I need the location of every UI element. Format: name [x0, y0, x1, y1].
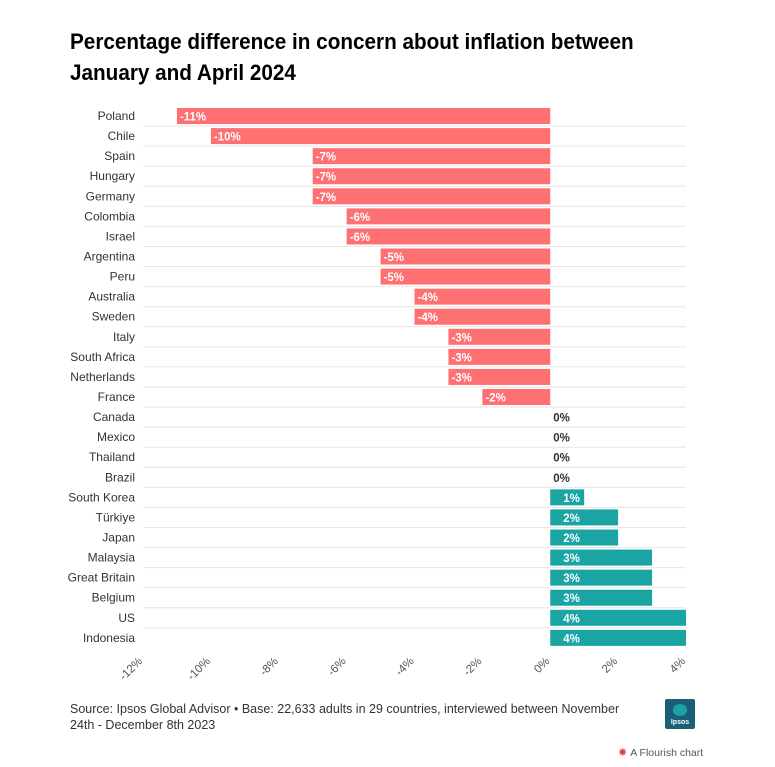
bar	[550, 549, 653, 566]
category-label: Brazil	[105, 470, 135, 484]
x-tick-label: -12%	[118, 656, 145, 683]
data-label: -3%	[451, 332, 471, 344]
bar	[346, 208, 551, 225]
data-label: -7%	[316, 192, 336, 204]
category-label: Belgium	[92, 591, 135, 605]
bar	[482, 389, 551, 406]
x-tick-label: -8%	[258, 656, 281, 679]
data-label: 3%	[563, 553, 580, 565]
category-label: Italy	[113, 330, 135, 344]
bar	[380, 248, 551, 265]
category-label: Türkiye	[96, 510, 136, 524]
category-label: Argentina	[84, 250, 136, 264]
chart-title: Percentage difference in concern about i…	[70, 29, 634, 85]
ipsos-logo-mark	[673, 704, 687, 716]
bar	[210, 128, 551, 145]
bar	[448, 368, 551, 385]
bar	[550, 529, 619, 546]
logo-text: Ipsos	[670, 719, 690, 726]
category-label: Indonesia	[83, 631, 135, 645]
category-label: Poland	[98, 109, 135, 123]
category-label: Canada	[93, 410, 135, 424]
category-label: Malaysia	[88, 551, 136, 565]
data-label: 3%	[563, 593, 580, 605]
x-tick-label: -4%	[394, 656, 417, 679]
category-label: Israel	[106, 229, 135, 243]
bar	[176, 108, 551, 125]
bar	[312, 188, 551, 205]
category-label: Great Britain	[68, 571, 135, 585]
flourish-label: A Flourish chart	[630, 747, 704, 759]
bar-chart: Poland -11% Chile -10% Spain -7% Hungary -7% Ger…	[68, 108, 688, 683]
x-tick-label: -6%	[326, 656, 349, 679]
data-label: 2%	[563, 513, 580, 525]
data-label: 4%	[563, 613, 580, 625]
category-label: Chile	[108, 129, 136, 143]
category-label: Netherlands	[70, 370, 135, 384]
data-label: -10%	[214, 132, 241, 144]
category-label: Spain	[104, 149, 135, 163]
category-label: Mexico	[97, 430, 135, 444]
data-label: -2%	[485, 393, 505, 405]
category-label: Colombia	[84, 209, 135, 223]
data-label: -7%	[316, 152, 336, 164]
bar	[414, 308, 551, 325]
bar	[550, 609, 686, 626]
bar	[312, 168, 551, 185]
data-label: -5%	[384, 272, 404, 284]
data-label: -3%	[451, 352, 471, 364]
source-note: Source: Ipsos Global Advisor • Base: 22,…	[70, 702, 620, 732]
x-tick-label: -2%	[462, 656, 485, 679]
category-label: Japan	[102, 531, 135, 545]
bar	[550, 509, 619, 526]
data-label: 4%	[563, 633, 580, 645]
data-label: 3%	[563, 573, 580, 585]
data-label: 1%	[563, 493, 580, 505]
data-label: -7%	[316, 172, 336, 184]
category-label: Peru	[110, 270, 135, 284]
data-label: -4%	[418, 312, 438, 324]
category-label: France	[98, 390, 136, 404]
x-tick-label: -10%	[186, 656, 213, 683]
data-label: 0%	[553, 473, 570, 485]
data-label: 0%	[553, 453, 570, 465]
x-tick-label: 4%	[668, 656, 688, 676]
flourish-star-icon: ✸	[618, 747, 628, 759]
x-tick-label: 0%	[532, 656, 552, 676]
category-label: Germany	[86, 189, 135, 203]
category-label: Hungary	[90, 169, 135, 183]
bar	[380, 268, 551, 285]
category-label: US	[118, 611, 135, 625]
bar	[550, 489, 585, 506]
bar	[414, 288, 551, 305]
data-label: -6%	[350, 212, 370, 224]
data-label: 0%	[553, 433, 570, 445]
bar	[550, 589, 653, 606]
x-tick-label: 2%	[600, 656, 620, 676]
data-label: 2%	[563, 533, 580, 545]
category-label: Thailand	[89, 450, 135, 464]
bar	[448, 328, 551, 345]
data-label: -4%	[418, 292, 438, 304]
ipsos-logo-icon: Ipsos	[665, 699, 695, 729]
category-label: South Africa	[70, 350, 135, 364]
data-label: 0%	[553, 413, 570, 425]
data-label: -6%	[350, 232, 370, 244]
bar	[346, 228, 551, 245]
category-label: Australia	[88, 290, 135, 304]
data-label: -5%	[384, 252, 404, 264]
bar	[550, 569, 653, 586]
data-label: -3%	[451, 372, 471, 384]
category-label: South Korea	[68, 490, 135, 504]
bar	[448, 348, 551, 365]
category-label: Sweden	[92, 310, 135, 324]
flourish-credit[interactable]: ✸ A Flourish chart	[618, 746, 703, 759]
bar	[550, 629, 686, 646]
bar	[312, 148, 551, 165]
data-label: -11%	[180, 112, 206, 124]
